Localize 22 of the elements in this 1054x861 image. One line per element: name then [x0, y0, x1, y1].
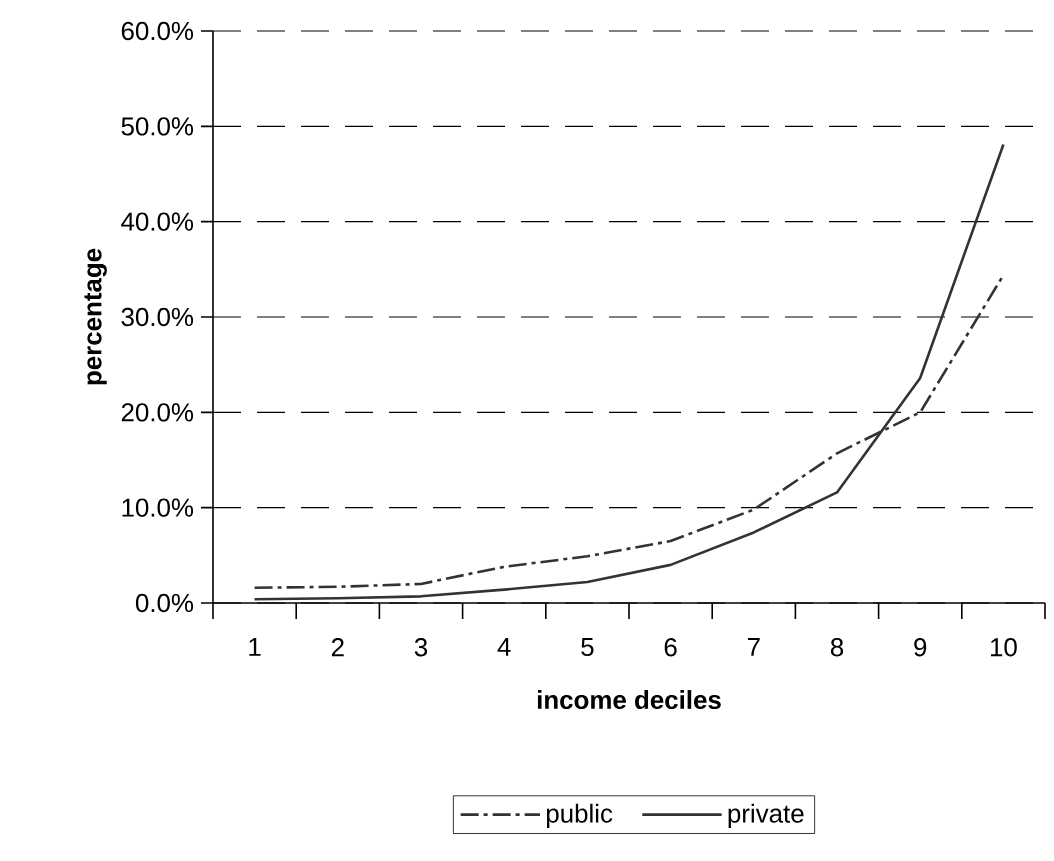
y-tick-label: 40.0%: [121, 212, 194, 231]
line-series: [253, 143, 1005, 601]
x-axis-title: income deciles: [537, 690, 721, 710]
x-tick-label: 1: [249, 638, 261, 656]
x-tick-label: 8: [830, 638, 844, 657]
x-tick-label: 9: [914, 638, 927, 657]
y-tick-label: 60.0%: [121, 21, 194, 41]
x-tick-label: 5: [581, 638, 594, 657]
y-tick-label: 0.0%: [135, 593, 194, 613]
x-tick-label: 6: [664, 638, 677, 657]
y-tick-label: 50.0%: [121, 117, 194, 136]
y-axis-title: percentage: [84, 248, 107, 385]
x-tick-label: 7: [747, 638, 760, 656]
y-tick-label: 30.0%: [121, 307, 194, 327]
legend-label: private: [728, 803, 804, 828]
x-tick-label: 10: [990, 638, 1017, 657]
x-tick-label: 2: [331, 638, 344, 657]
legend-label: public: [546, 803, 613, 828]
x-tick-label: 3: [414, 638, 428, 657]
x-tick-label: 4: [497, 638, 511, 656]
y-tick-label: 20.0%: [121, 403, 194, 422]
y-tick-label: 10.0%: [122, 498, 194, 517]
